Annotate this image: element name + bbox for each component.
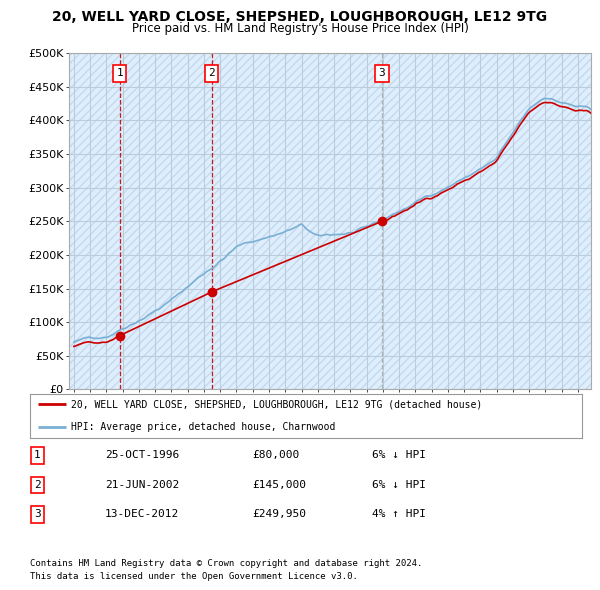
Text: £249,950: £249,950: [252, 510, 306, 519]
Text: 3: 3: [379, 68, 385, 78]
Text: 13-DEC-2012: 13-DEC-2012: [105, 510, 179, 519]
Text: £145,000: £145,000: [252, 480, 306, 490]
Text: 6% ↓ HPI: 6% ↓ HPI: [372, 451, 426, 460]
Text: 1: 1: [34, 451, 41, 460]
Text: 25-OCT-1996: 25-OCT-1996: [105, 451, 179, 460]
Text: 20, WELL YARD CLOSE, SHEPSHED, LOUGHBOROUGH, LE12 9TG (detached house): 20, WELL YARD CLOSE, SHEPSHED, LOUGHBORO…: [71, 399, 482, 409]
Text: 2: 2: [34, 480, 41, 490]
Text: 4% ↑ HPI: 4% ↑ HPI: [372, 510, 426, 519]
Text: 6% ↓ HPI: 6% ↓ HPI: [372, 480, 426, 490]
Text: 20, WELL YARD CLOSE, SHEPSHED, LOUGHBOROUGH, LE12 9TG: 20, WELL YARD CLOSE, SHEPSHED, LOUGHBORO…: [52, 10, 548, 24]
Text: 2: 2: [208, 68, 215, 78]
Text: 21-JUN-2002: 21-JUN-2002: [105, 480, 179, 490]
Text: This data is licensed under the Open Government Licence v3.0.: This data is licensed under the Open Gov…: [30, 572, 358, 581]
Text: Price paid vs. HM Land Registry's House Price Index (HPI): Price paid vs. HM Land Registry's House …: [131, 22, 469, 35]
Text: 1: 1: [116, 68, 123, 78]
Text: £80,000: £80,000: [252, 451, 299, 460]
Text: 3: 3: [34, 510, 41, 519]
Text: HPI: Average price, detached house, Charnwood: HPI: Average price, detached house, Char…: [71, 422, 336, 432]
Text: Contains HM Land Registry data © Crown copyright and database right 2024.: Contains HM Land Registry data © Crown c…: [30, 559, 422, 568]
